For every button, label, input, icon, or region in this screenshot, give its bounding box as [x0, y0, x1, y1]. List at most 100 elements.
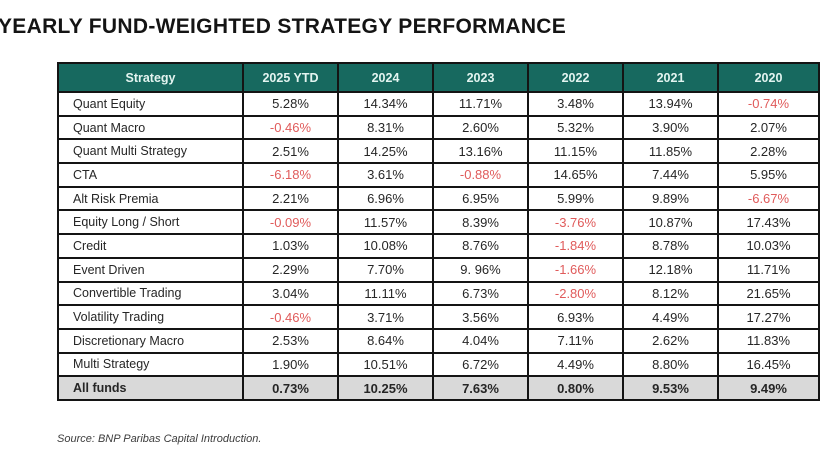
value-cell: 17.27%	[717, 304, 820, 330]
value-cell: -0.88%	[432, 162, 529, 188]
strategy-cell: All funds	[57, 375, 244, 401]
value-cell: 8.31%	[337, 114, 434, 141]
value-cell: 21.65%	[717, 280, 820, 307]
value-cell: 5.32%	[527, 114, 624, 141]
value-cell: 2.21%	[242, 185, 339, 212]
value-cell: 7.11%	[527, 327, 624, 354]
header-row: Strategy 2025 YTD 2024 2023 2022 2021 20…	[57, 62, 820, 93]
table-row: Equity Long / Short -0.09% 11.57% 8.39% -3.7…	[57, 209, 820, 236]
table-row: CTA -6.18% 3.61% -0.88% 14.65% 7.44% 5.95%	[57, 162, 820, 188]
all-funds-row: All funds 0.73% 10.25% 7.63% 0.80% 9.53% 9.49%	[57, 375, 820, 401]
column-header-2022: 2022	[527, 62, 624, 93]
value-cell: 11.15%	[527, 138, 624, 165]
value-cell: 8.12%	[622, 280, 719, 307]
strategy-cell: Quant Macro	[57, 114, 244, 141]
value-cell: 10.87%	[622, 209, 719, 236]
value-cell: 1.03%	[242, 233, 339, 259]
value-cell: 8.64%	[337, 327, 434, 354]
value-cell: 6.73%	[432, 280, 529, 307]
value-cell: 9. 96%	[432, 256, 529, 283]
column-header-2021: 2021	[622, 62, 719, 93]
value-cell: 5.95%	[717, 162, 820, 188]
value-cell: 10.08%	[337, 233, 434, 259]
value-cell: 16.45%	[717, 351, 820, 378]
column-header-2023: 2023	[432, 62, 529, 93]
strategy-cell: Multi Strategy	[57, 351, 244, 378]
strategy-cell: Credit	[57, 233, 244, 259]
value-cell: 7.63%	[432, 375, 529, 401]
value-cell: -6.67%	[717, 185, 820, 212]
table-body: Quant Equity 5.28% 14.34% 11.71% 3.48% 13.94%…	[57, 91, 820, 401]
value-cell: 2.07%	[717, 114, 820, 141]
value-cell: 4.49%	[527, 351, 624, 378]
strategy-cell: Discretionary Macro	[57, 327, 244, 354]
value-cell: 2.28%	[717, 138, 820, 165]
value-cell: 2.60%	[432, 114, 529, 141]
value-cell: -1.66%	[527, 256, 624, 283]
value-cell: 2.53%	[242, 327, 339, 354]
value-cell: 13.16%	[432, 138, 529, 165]
strategy-cell: Equity Long / Short	[57, 209, 244, 236]
value-cell: 3.71%	[337, 304, 434, 330]
value-cell: 7.44%	[622, 162, 719, 188]
value-cell: 0.80%	[527, 375, 624, 401]
value-cell: 8.39%	[432, 209, 529, 236]
strategy-cell: Quant Equity	[57, 91, 244, 117]
table-row: Quant Macro -0.46% 8.31% 2.60% 5.32% 3.90% 2.0…	[57, 114, 820, 141]
strategy-cell: Volatility Trading	[57, 304, 244, 330]
value-cell: 3.56%	[432, 304, 529, 330]
source-note: Source: BNP Paribas Capital Introduction…	[57, 433, 262, 445]
table-header: Strategy 2025 YTD 2024 2023 2022 2021 20…	[57, 62, 820, 93]
value-cell: 3.04%	[242, 280, 339, 307]
value-cell: 8.78%	[622, 233, 719, 259]
value-cell: 6.72%	[432, 351, 529, 378]
strategy-cell: Event Driven	[57, 256, 244, 283]
value-cell: 6.93%	[527, 304, 624, 330]
table-row: Convertible Trading 3.04% 11.11% 6.73% -2.80…	[57, 280, 820, 307]
column-header-2024: 2024	[337, 62, 434, 93]
value-cell: 4.04%	[432, 327, 529, 354]
value-cell: 12.18%	[622, 256, 719, 283]
value-cell: 9.89%	[622, 185, 719, 212]
value-cell: 10.03%	[717, 233, 820, 259]
table-row: Event Driven 2.29% 7.70% 9. 96% -1.66% 12.18%…	[57, 256, 820, 283]
value-cell: 11.71%	[717, 256, 820, 283]
value-cell: 2.62%	[622, 327, 719, 354]
value-cell: 8.80%	[622, 351, 719, 378]
value-cell: 13.94%	[622, 91, 719, 117]
value-cell: 11.83%	[717, 327, 820, 354]
value-cell: 14.65%	[527, 162, 624, 188]
value-cell: 9.53%	[622, 375, 719, 401]
performance-table: Strategy 2025 YTD 2024 2023 2022 2021 20…	[57, 62, 820, 401]
value-cell: 5.28%	[242, 91, 339, 117]
value-cell: 5.99%	[527, 185, 624, 212]
value-cell: 3.48%	[527, 91, 624, 117]
column-header-2025-ytd: 2025 YTD	[242, 62, 339, 93]
value-cell: 3.90%	[622, 114, 719, 141]
page-title: YEARLY FUND-WEIGHTED STRATEGY PERFORMANC…	[0, 15, 567, 38]
value-cell: 4.49%	[622, 304, 719, 330]
value-cell: 6.95%	[432, 185, 529, 212]
value-cell: 11.57%	[337, 209, 434, 236]
strategy-cell: CTA	[57, 162, 244, 188]
value-cell: 11.85%	[622, 138, 719, 165]
value-cell: -1.84%	[527, 233, 624, 259]
value-cell: -0.46%	[242, 114, 339, 141]
value-cell: 1.90%	[242, 351, 339, 378]
value-cell: 10.51%	[337, 351, 434, 378]
value-cell: -6.18%	[242, 162, 339, 188]
value-cell: 10.25%	[337, 375, 434, 401]
table-row: Quant Equity 5.28% 14.34% 11.71% 3.48% 13.94%…	[57, 91, 820, 117]
column-header-strategy: Strategy	[57, 62, 244, 93]
table-row: Alt Risk Premia 2.21% 6.96% 6.95% 5.99% 9.89%…	[57, 185, 820, 212]
table-row: Quant Multi Strategy 2.51% 14.25% 13.16% 11.…	[57, 138, 820, 165]
value-cell: -3.76%	[527, 209, 624, 236]
value-cell: -0.46%	[242, 304, 339, 330]
value-cell: 14.25%	[337, 138, 434, 165]
value-cell: -0.74%	[717, 91, 820, 117]
value-cell: 11.71%	[432, 91, 529, 117]
value-cell: 8.76%	[432, 233, 529, 259]
value-cell: 9.49%	[717, 375, 820, 401]
value-cell: 2.51%	[242, 138, 339, 165]
value-cell: 2.29%	[242, 256, 339, 283]
